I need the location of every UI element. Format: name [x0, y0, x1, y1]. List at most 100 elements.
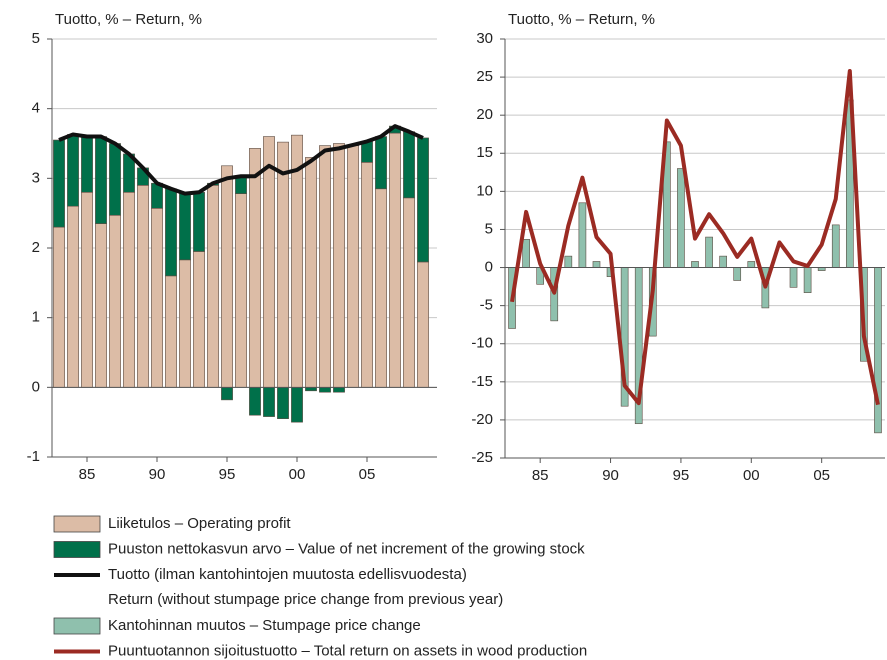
bar — [719, 255, 727, 268]
y-tick-label: 30 — [476, 30, 493, 47]
bar — [179, 259, 191, 388]
bar — [361, 141, 373, 163]
y-tick-label: 5 — [485, 220, 493, 237]
y-tick-label: 25 — [476, 68, 493, 85]
y-tick-label: -10 — [471, 335, 493, 352]
bar — [277, 141, 289, 388]
bar — [375, 136, 387, 190]
x-tick-label: 95 — [219, 466, 236, 483]
y-tick-label: -1 — [27, 448, 40, 465]
bar — [207, 185, 219, 388]
bar — [747, 261, 756, 268]
x-tick-label: 85 — [79, 466, 96, 483]
y-tick-label: -15 — [471, 373, 493, 390]
bar — [347, 145, 359, 388]
bar — [193, 251, 205, 388]
y-tick-label: 15 — [476, 144, 493, 161]
y-tick-label: 10 — [476, 182, 493, 199]
bar — [123, 191, 135, 388]
bar — [67, 134, 79, 207]
y-tick-label: 20 — [476, 106, 493, 123]
y-tick-label: 3 — [32, 169, 40, 186]
bar — [221, 165, 233, 388]
bar — [403, 131, 415, 199]
legend-label: Kantohinnan muutos – Stumpage price chan… — [108, 617, 421, 634]
bar — [165, 188, 177, 277]
bar — [874, 267, 882, 434]
bar — [389, 132, 401, 388]
bar — [305, 157, 317, 388]
y-tick-label: -20 — [471, 411, 493, 428]
bar — [137, 185, 149, 388]
x-tick-label: 95 — [673, 467, 690, 484]
x-tick-label: 00 — [743, 467, 760, 484]
bar — [95, 223, 107, 388]
y-tick-label: 1 — [32, 309, 40, 326]
line-series — [58, 124, 424, 196]
y-tick-label: 0 — [485, 259, 493, 276]
bar — [151, 182, 163, 209]
chart-title: Tuotto, % – Return, % — [508, 11, 655, 28]
bar — [235, 193, 247, 388]
bar — [305, 387, 317, 392]
bar — [165, 275, 177, 388]
bar — [578, 202, 587, 268]
bar — [564, 255, 573, 268]
bar — [263, 136, 275, 388]
bar — [522, 239, 530, 268]
bar — [81, 136, 93, 193]
bar — [109, 214, 121, 388]
bar — [705, 236, 713, 268]
legend-line: Tuotto (ilman kantohintojen muutosta ede… — [108, 566, 467, 583]
bar — [417, 137, 429, 263]
legend-swatch — [53, 541, 101, 558]
bar — [277, 387, 289, 419]
bar — [53, 226, 65, 388]
legend-label: Tuotto (ilman kantohintojen muutosta ede… — [108, 566, 503, 608]
y-tick-label: 0 — [32, 378, 40, 395]
bar — [333, 143, 345, 388]
legend-line: Return (without stumpage price change fr… — [108, 591, 503, 608]
x-tick-label: 90 — [149, 466, 166, 483]
bar — [179, 193, 191, 261]
legend-swatch — [53, 515, 101, 533]
bar — [151, 207, 163, 388]
x-tick-label: 00 — [289, 466, 306, 483]
y-tick-label: 2 — [32, 239, 40, 256]
bar — [221, 387, 233, 401]
x-tick-label: 05 — [359, 466, 376, 483]
bar — [592, 261, 601, 268]
bar — [249, 387, 261, 416]
bar — [319, 145, 331, 388]
bar — [235, 175, 247, 194]
bar — [691, 261, 699, 268]
bar — [375, 188, 387, 388]
plot: Tuotto, % – Return, %-25-20-15-10-505101… — [471, 11, 885, 484]
bar — [319, 387, 331, 393]
x-tick-label: 85 — [532, 467, 549, 484]
bar — [403, 197, 415, 388]
y-tick-label: 4 — [32, 100, 40, 117]
bar — [831, 224, 840, 268]
bar — [333, 387, 345, 393]
y-tick-label: -5 — [480, 297, 493, 314]
y-tick-label: -25 — [471, 449, 493, 466]
line-series — [510, 68, 880, 406]
chart-title: Tuotto, % – Return, % — [55, 11, 202, 28]
x-tick-label: 90 — [602, 467, 619, 484]
y-tick-label: 5 — [32, 30, 40, 47]
bar — [291, 387, 303, 423]
bar — [263, 387, 275, 417]
bar — [193, 191, 205, 252]
bar — [95, 136, 107, 224]
x-tick-label: 05 — [813, 467, 830, 484]
bar — [803, 267, 812, 293]
legend-label: Puuston nettokasvun arvo – Value of net … — [108, 540, 585, 557]
bar — [361, 162, 373, 388]
bar — [789, 267, 798, 288]
bar — [249, 148, 261, 388]
bar — [81, 191, 93, 388]
bar — [67, 205, 79, 388]
bar — [109, 143, 121, 216]
